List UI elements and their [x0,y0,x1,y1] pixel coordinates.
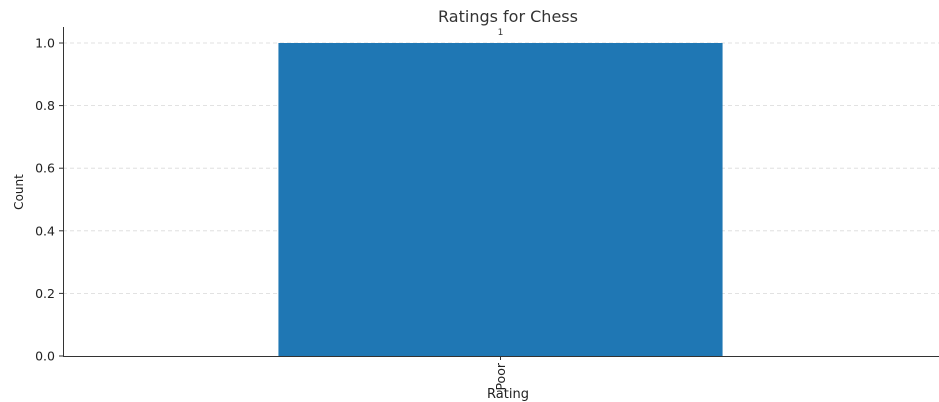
y-ticks: 0.0 0.2 0.4 0.6 0.8 1.0 [35,36,63,364]
x-axis-label: Rating [487,387,529,402]
y-tick-label: 0.0 [35,349,55,364]
y-tick-label: 0.4 [35,223,55,238]
chart-title: Ratings for Chess [438,7,578,26]
y-tick-label: 0.8 [35,98,55,113]
data-labels: 1 [498,28,504,38]
bars [278,43,723,356]
y-tick-label: 1.0 [35,36,55,51]
bar-poor [278,43,723,356]
x-ticks: Poor [493,356,508,391]
y-tick-label: 0.6 [35,161,55,176]
y-tick-label: 0.2 [35,286,55,301]
y-axis-label: Count [12,174,26,210]
x-tick-label: Poor [493,362,508,390]
bar-value-label: 1 [498,28,504,38]
